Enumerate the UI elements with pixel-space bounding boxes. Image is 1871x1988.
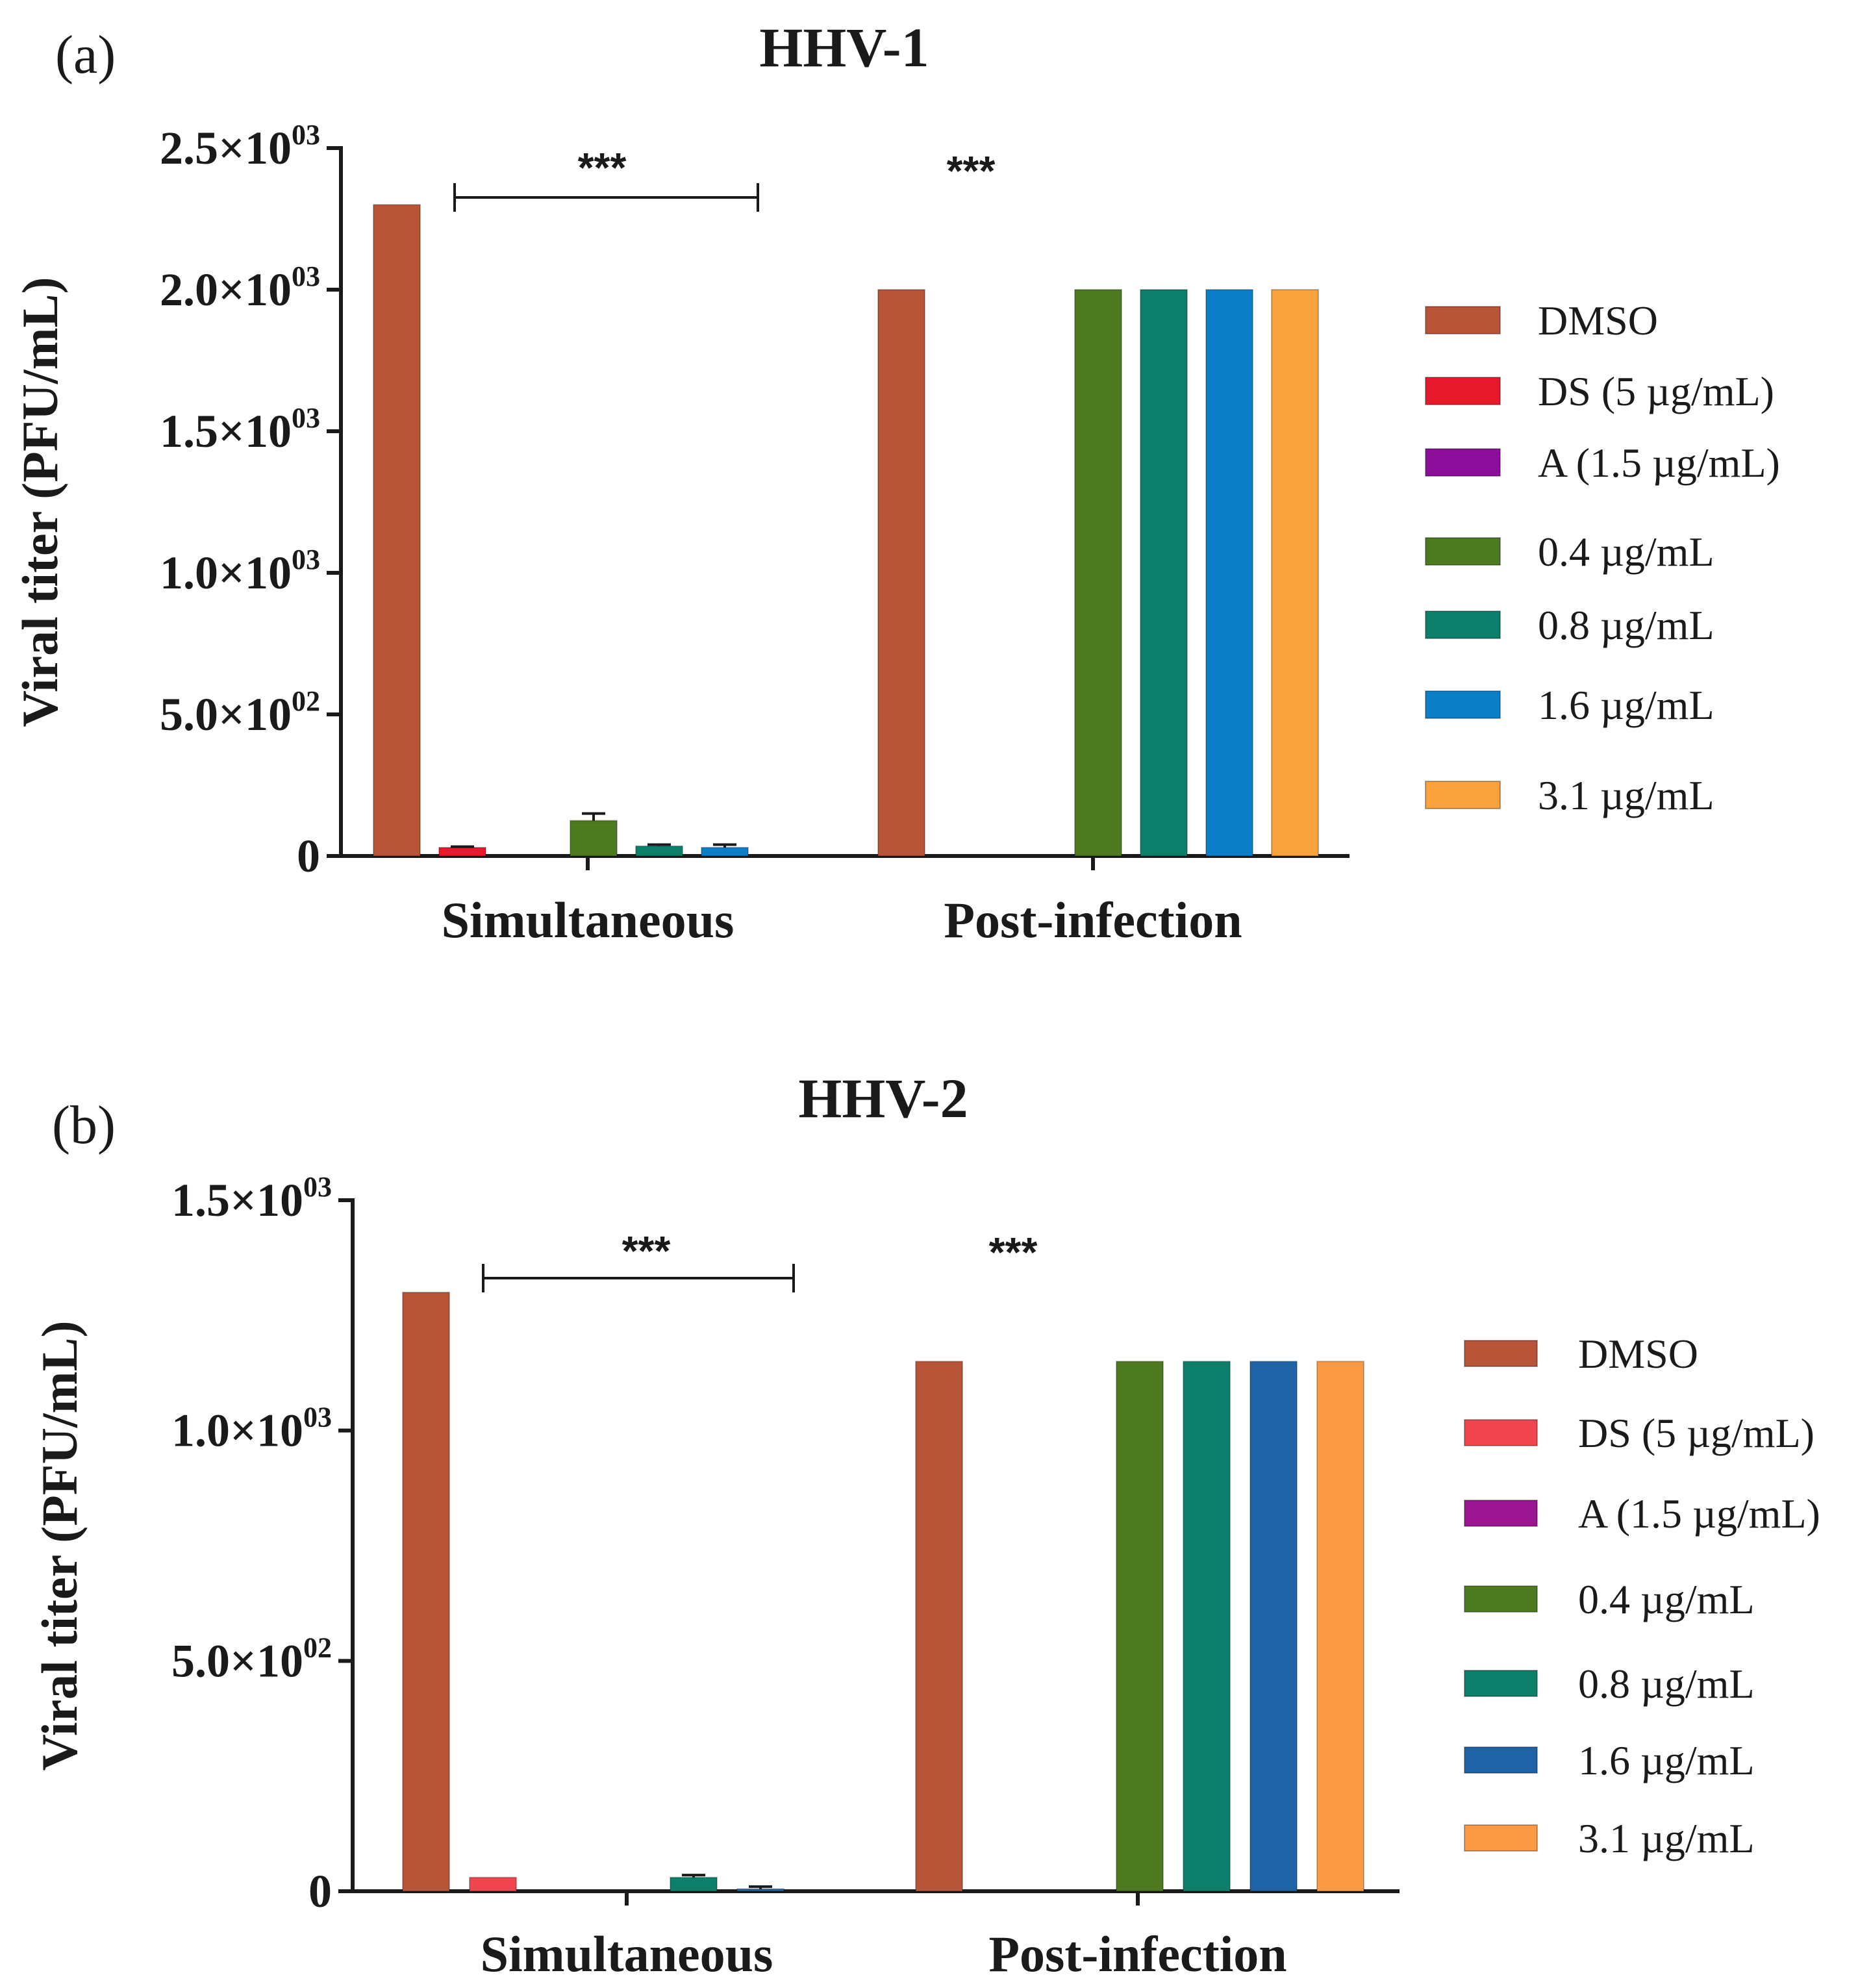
panel-b: (b) HHV-2 Viral titer (PFU/mL) 0 5.0×1002 1.0… bbox=[31, 1067, 1820, 1982]
y-tick-label: 1.0×1003 bbox=[171, 1402, 332, 1457]
legend-swatch bbox=[1425, 610, 1501, 639]
bar bbox=[670, 1876, 718, 1892]
y-axis-label: Viral titer (PFU/mL) bbox=[12, 277, 68, 727]
category-label: Post-infection bbox=[988, 1926, 1287, 1982]
legend-label: DS (5 µg/mL) bbox=[1538, 368, 1774, 414]
significance-marker: *** bbox=[622, 1227, 671, 1274]
legend-label: A (1.5 µg/mL) bbox=[1578, 1491, 1820, 1537]
legend-label: A (1.5 µg/mL) bbox=[1538, 440, 1780, 486]
bar bbox=[402, 1291, 450, 1893]
bar bbox=[1140, 289, 1188, 857]
bar bbox=[1116, 1361, 1164, 1892]
legend-label: DMSO bbox=[1538, 297, 1658, 344]
legend-swatch bbox=[1464, 1824, 1538, 1852]
legend-label: 3.1 µg/mL bbox=[1538, 772, 1714, 818]
bar bbox=[1205, 289, 1253, 857]
bar bbox=[736, 1888, 785, 1893]
significance-marker: *** bbox=[947, 147, 996, 194]
y-tick-label: 2.5×1003 bbox=[160, 119, 320, 174]
legend-swatch bbox=[1425, 690, 1501, 719]
bar bbox=[635, 845, 683, 857]
legend-swatch bbox=[1464, 1746, 1538, 1774]
bar bbox=[877, 289, 925, 857]
legend-label: 0.4 µg/mL bbox=[1578, 1576, 1755, 1622]
chart-title: HHV-2 bbox=[798, 1067, 968, 1129]
bar bbox=[701, 846, 749, 857]
bar bbox=[1249, 1361, 1298, 1892]
legend-swatch bbox=[1425, 448, 1501, 477]
legend-swatch bbox=[1425, 306, 1501, 334]
category-label: Post-infection bbox=[944, 892, 1242, 948]
panel-label: (a) bbox=[55, 25, 116, 85]
bar bbox=[1316, 1361, 1364, 1892]
legend-swatch bbox=[1425, 377, 1501, 405]
y-axis-label: Viral titer (PFU/mL) bbox=[31, 1320, 88, 1770]
legend-swatch bbox=[1464, 1500, 1538, 1527]
legend-swatch bbox=[1464, 1585, 1538, 1613]
y-tick-label: 0 bbox=[308, 1865, 332, 1917]
significance-marker: *** bbox=[578, 144, 627, 191]
chart-title: HHV-1 bbox=[759, 16, 929, 79]
y-tick-label: 1.5×1003 bbox=[160, 402, 320, 457]
bar bbox=[915, 1361, 963, 1892]
bar bbox=[1271, 289, 1319, 857]
legend-swatch bbox=[1425, 781, 1501, 809]
bar bbox=[469, 1876, 517, 1892]
legend-label: DMSO bbox=[1578, 1331, 1698, 1377]
y-tick-label: 1.5×1003 bbox=[171, 1171, 332, 1226]
y-tick-label: 0 bbox=[297, 830, 320, 882]
legend-label: 0.8 µg/mL bbox=[1538, 602, 1714, 648]
bar bbox=[373, 204, 421, 857]
panel-label: (b) bbox=[52, 1095, 116, 1155]
legend-swatch bbox=[1464, 1340, 1538, 1367]
category-label: Simultaneous bbox=[442, 892, 735, 948]
legend-label: 1.6 µg/mL bbox=[1538, 682, 1714, 728]
category-label: Simultaneous bbox=[481, 1926, 773, 1982]
bar bbox=[570, 820, 618, 857]
legend-swatch bbox=[1464, 1419, 1538, 1446]
bar bbox=[1183, 1361, 1231, 1892]
legend-label: 0.8 µg/mL bbox=[1578, 1661, 1755, 1707]
y-tick-label: 5.0×1002 bbox=[160, 685, 320, 740]
legend-label: 3.1 µg/mL bbox=[1578, 1815, 1755, 1861]
bar bbox=[438, 846, 486, 857]
legend-label: DS (5 µg/mL) bbox=[1578, 1410, 1814, 1456]
bar bbox=[1074, 289, 1122, 857]
panel-a: (a) HHV-1 Viral titer (PFU/mL) 0 5.0×1002 1.0… bbox=[12, 16, 1780, 948]
legend-label: 1.6 µg/mL bbox=[1578, 1737, 1755, 1783]
y-tick-label: 5.0×1002 bbox=[171, 1631, 332, 1687]
legend-swatch bbox=[1425, 537, 1501, 566]
legend-swatch bbox=[1464, 1670, 1538, 1697]
y-tick-label: 1.0×1003 bbox=[160, 544, 320, 599]
significance-marker: *** bbox=[989, 1229, 1038, 1276]
legend-label: 0.4 µg/mL bbox=[1538, 529, 1714, 575]
y-tick-label: 2.0×1003 bbox=[160, 260, 320, 316]
